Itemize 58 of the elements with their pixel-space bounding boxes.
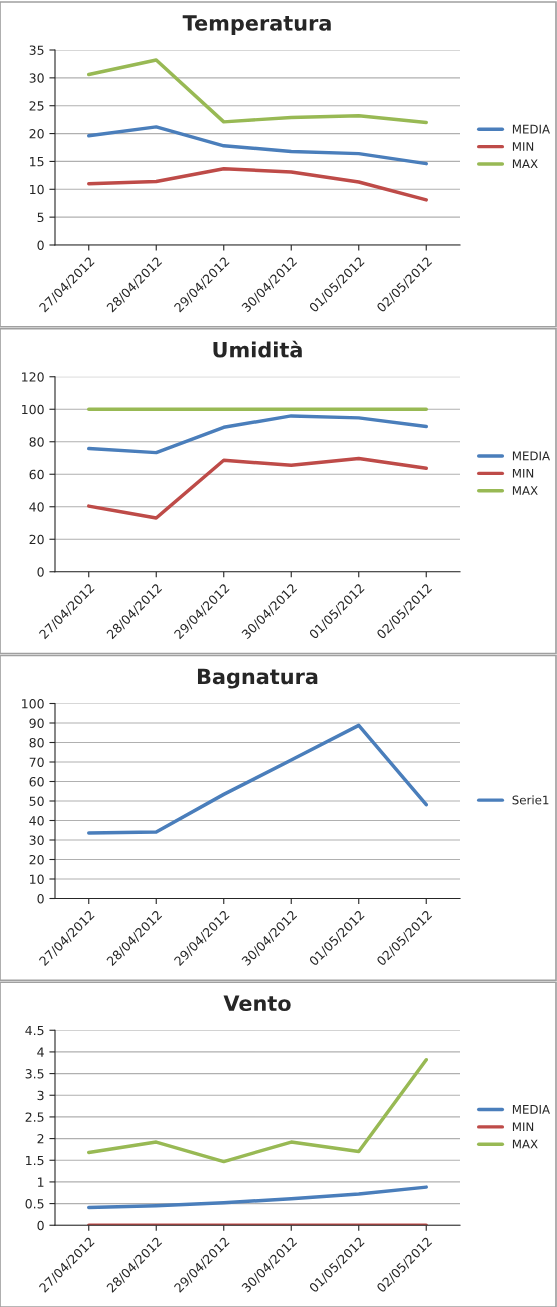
line-series <box>87 166 428 202</box>
y-tick-label: 50 <box>29 796 44 806</box>
y-tick-label: 1 <box>38 1177 44 1187</box>
y-tick-label: 120 <box>22 372 44 382</box>
legend-label: MIN <box>512 468 534 478</box>
y-tick-label: 0 <box>37 1220 44 1231</box>
y-tick-label: 80 <box>29 737 44 748</box>
line-series <box>87 1185 428 1210</box>
y-tick-label: 4.5 <box>25 1025 44 1036</box>
y-tick-label: 20 <box>29 129 44 139</box>
y-tick-label: 0 <box>37 567 44 577</box>
y-tick-label: 3.5 <box>25 1069 44 1079</box>
line-series <box>87 1057 428 1164</box>
line-series <box>87 125 428 166</box>
y-tick-label: 35 <box>29 45 44 55</box>
legend-label: MIN <box>512 1122 534 1132</box>
y-tick-label: 80 <box>29 437 44 447</box>
legend-label: MIN <box>512 142 534 151</box>
y-tick-label: 10 <box>30 874 44 884</box>
y-tick-label: 4 <box>37 1047 44 1057</box>
y-tick-label: 5 <box>37 212 44 223</box>
line-series <box>87 723 428 835</box>
y-tick-label: 30 <box>29 73 44 83</box>
chart-title: Umidità <box>213 340 302 358</box>
legend-label: MEDIA <box>512 124 550 134</box>
y-tick-label: 10 <box>30 184 44 195</box>
legend-label: MAX <box>512 159 538 169</box>
y-tick-label: 1.5 <box>26 1155 44 1166</box>
legend-label: MEDIA <box>512 451 550 461</box>
chart-title: Temperatura <box>182 15 331 35</box>
y-tick-label: 20 <box>29 854 44 865</box>
y-tick-label: 0.5 <box>25 1199 44 1209</box>
legend-label: Serie1 <box>512 795 549 805</box>
y-tick-label: 100 <box>22 698 44 709</box>
y-tick-label: 25 <box>29 101 44 111</box>
chart-title: Bagnatura <box>197 668 318 689</box>
line-series <box>87 414 428 455</box>
y-tick-label: 60 <box>29 469 44 480</box>
y-tick-label: 70 <box>29 757 44 767</box>
y-tick-label: 30 <box>29 835 44 845</box>
y-tick-label: 60 <box>29 776 44 787</box>
line-series <box>87 456 428 520</box>
y-tick-label: 0 <box>37 240 44 250</box>
y-tick-label: 15 <box>30 157 44 167</box>
legend-label: MAX <box>512 1139 538 1149</box>
y-tick-label: 3 <box>37 1090 44 1101</box>
y-tick-label: 100 <box>22 404 44 415</box>
y-tick-label: 90 <box>29 718 44 728</box>
y-tick-label: 40 <box>29 815 44 826</box>
legend-label: MEDIA <box>512 1105 550 1114</box>
y-tick-label: 0 <box>37 893 44 904</box>
y-tick-label: 2 <box>37 1134 44 1144</box>
legend-label: MAX <box>512 486 538 495</box>
y-tick-label: 2.5 <box>25 1112 44 1122</box>
y-tick-label: 20 <box>29 534 44 545</box>
y-tick-label: 40 <box>29 502 44 512</box>
chart-title: Vento <box>223 995 291 1012</box>
line-series <box>87 58 428 125</box>
